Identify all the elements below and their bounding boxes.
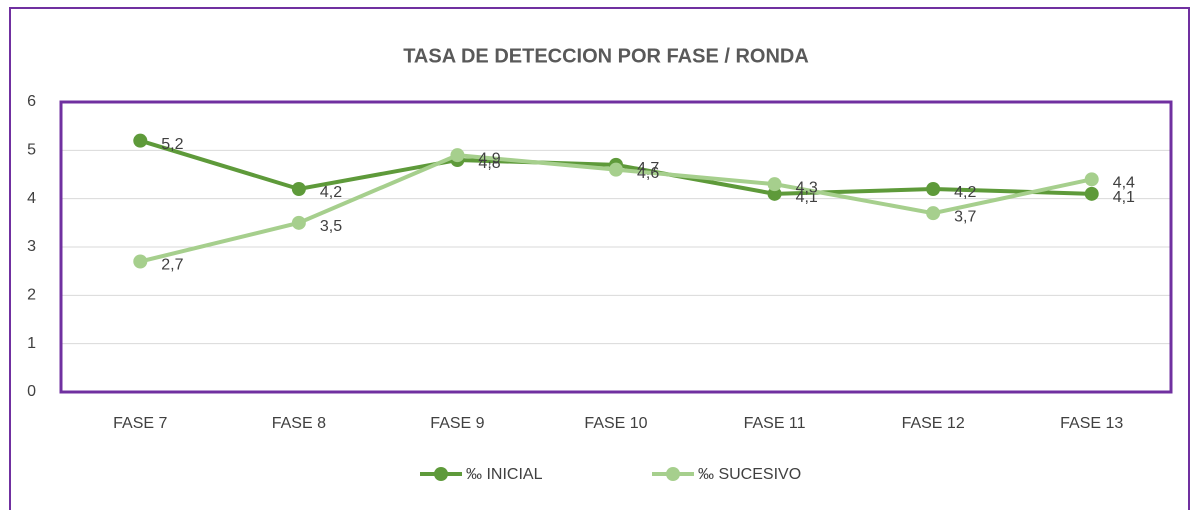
data-label: 2,7	[161, 257, 183, 274]
data-label: 4,1	[796, 189, 818, 206]
data-point	[291, 182, 306, 196]
data-point	[926, 206, 941, 221]
data-point	[1084, 172, 1099, 187]
data-point	[767, 186, 782, 201]
x-tick-label: FASE 7	[113, 415, 167, 432]
y-tick-label: 0	[27, 383, 36, 400]
data-label: 3,7	[954, 208, 976, 225]
chart-frame	[9, 7, 1190, 510]
chart-title: TASA DE DETECCION POR FASE / RONDA	[403, 45, 809, 67]
x-tick-label: FASE 9	[430, 415, 484, 432]
data-label: 4,2	[954, 184, 976, 201]
data-label: 4,2	[320, 184, 342, 201]
x-tick-label: FASE 10	[584, 415, 647, 432]
data-point	[291, 215, 306, 230]
data-label: 4,3	[796, 179, 818, 196]
data-point	[767, 177, 782, 192]
data-label: 4,1	[1113, 189, 1135, 206]
data-point	[450, 148, 465, 163]
y-tick-label: 1	[27, 335, 36, 352]
legend-label: ‰ INICIAL	[466, 466, 543, 483]
data-point	[1084, 186, 1099, 201]
y-tick-label: 4	[27, 190, 36, 207]
data-point	[609, 162, 623, 177]
plot-border	[59, 100, 1173, 394]
y-tick-label: 6	[27, 93, 36, 110]
data-point	[926, 182, 941, 196]
x-tick-label: FASE 8	[272, 415, 326, 432]
y-tick-label: 5	[27, 142, 36, 159]
data-label: 5,2	[161, 136, 183, 153]
legend-marker	[666, 467, 680, 481]
data-label: 3,5	[320, 218, 342, 235]
legend-label: ‰ SUCESIVO	[698, 466, 801, 483]
x-tick-label: FASE 11	[744, 415, 806, 432]
data-label: 4,4	[1113, 175, 1135, 192]
data-label: 4,6	[637, 165, 659, 182]
y-tick-label: 3	[27, 238, 36, 255]
data-label: 4,9	[478, 150, 500, 167]
x-tick-label: FASE 12	[902, 415, 965, 432]
y-tick-label: 2	[27, 287, 36, 304]
data-point	[133, 133, 148, 148]
grid	[61, 101, 1171, 393]
x-tick-label: FASE 13	[1060, 415, 1123, 432]
legend-marker	[434, 467, 448, 481]
data-point	[133, 254, 148, 269]
